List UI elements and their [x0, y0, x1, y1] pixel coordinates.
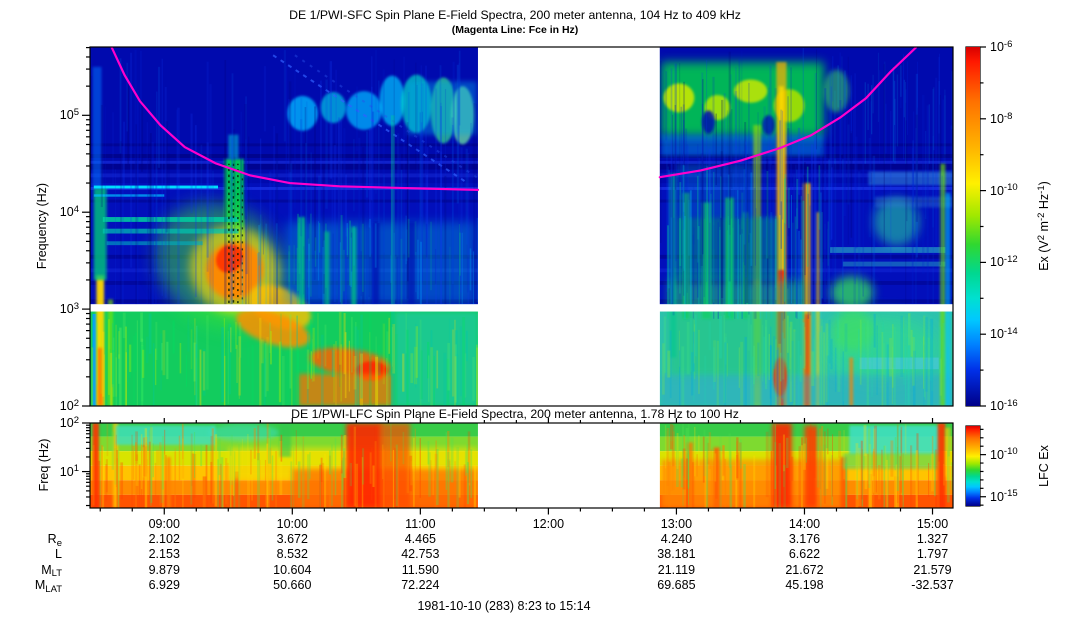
ephemeris-value: 42.753 [401, 546, 440, 561]
ephemeris-value: 6.929 [148, 577, 180, 592]
sfc-colorbar-tick-label: 10-10 [990, 182, 1018, 198]
sfc-colorbar-tick-label: 10-8 [990, 110, 1013, 126]
time-tick-label: 10:00 [276, 516, 308, 531]
lfc-ytick-label: 101 [59, 463, 79, 479]
ephemeris-value: 6.622 [788, 546, 821, 561]
ephemeris-value: 8.532 [276, 546, 308, 561]
lfc-colorbar [966, 426, 980, 506]
ephemeris-row-label: MLT [41, 562, 62, 580]
lfc-spectrogram [90, 423, 953, 508]
lfc-title: DE 1/PWI-LFC Spin Plane E-Field Spectra,… [291, 406, 739, 421]
ephemeris-value: 9.879 [148, 562, 180, 577]
sfc-ytick-label: 105 [59, 106, 79, 123]
sfc-frame [89, 46, 954, 407]
lfc-data-gap [477, 423, 660, 508]
lfc-ytick-label: 102 [59, 414, 79, 430]
sfc-ytick-label: 104 [59, 203, 79, 219]
ephemeris-value: 4.465 [404, 531, 436, 546]
ephemeris-value: 10.604 [273, 562, 312, 577]
lfc-yaxis-label: Freq (Hz) [36, 438, 51, 492]
ephemeris-value: 72.224 [401, 577, 440, 592]
lfc-colorbar-tick-label: 10-10 [990, 446, 1018, 462]
ephemeris-value: 11.590 [401, 562, 439, 577]
time-tick-label: 15:00 [916, 516, 949, 531]
lfc-colorbar-label: LFC Ex [1036, 445, 1051, 487]
ephemeris-value: 3.672 [276, 531, 308, 546]
sfc-ytick-label: 102 [59, 397, 79, 413]
ephemeris-value: 38.181 [657, 546, 696, 561]
sfc-data-gap [477, 47, 660, 406]
ephemeris-value: 2.153 [148, 546, 180, 561]
fce-line-left [110, 47, 480, 191]
ephemeris-value: 3.176 [788, 531, 821, 546]
ephemeris-row-label: MLAT [34, 577, 62, 595]
sfc-title: DE 1/PWI-SFC Spin Plane E-Field Spectra,… [289, 7, 741, 22]
ephemeris-value: 1.797 [916, 546, 949, 561]
ephemeris-value: 45.198 [785, 577, 824, 592]
ephemeris-value: 21.119 [657, 562, 696, 577]
ephemeris-value: 21.672 [785, 562, 824, 577]
ephemeris-value: 21.579 [913, 562, 952, 577]
ephemeris-value: 69.685 [657, 577, 696, 592]
time-tick-label: 13:00 [660, 516, 693, 531]
time-tick-label: 12:00 [532, 516, 565, 531]
time-tick-label: 09:00 [148, 516, 180, 531]
ephemeris-value: 50.660 [273, 577, 312, 592]
ephemeris-value: 1.327 [916, 531, 949, 546]
sfc-colorbar-tick-label: 10-6 [990, 38, 1013, 54]
ephemeris-value: 4.240 [660, 531, 693, 546]
sfc-spectrogram [90, 47, 953, 406]
sfc-colorbar-tick-label: 10-14 [990, 325, 1018, 341]
ephemeris-value: -32.537 [911, 577, 954, 592]
ephemeris-value: 2.102 [148, 531, 180, 546]
ephemeris-row-label: Re [47, 531, 62, 549]
sfc-yaxis-label: Frequency (Hz) [34, 182, 49, 270]
fce-line-right [658, 47, 917, 179]
sfc-colorbar [966, 47, 980, 406]
sfc-colorbar-tick-label: 10-12 [990, 253, 1018, 270]
time-tick-label: 11:00 [405, 516, 436, 531]
time-range-footer: 1981-10-10 (283) 8:23 to 15:14 [417, 598, 591, 613]
lfc-colorbar-tick-label: 10-15 [990, 488, 1018, 504]
time-tick-label: 14:00 [788, 516, 821, 531]
sfc-subtitle: (Magenta Line: Fce in Hz) [451, 23, 579, 36]
sfc-colorbar-label: Ex (V2 m-2 Hz-1) [1035, 181, 1051, 271]
ephemeris-row-label: L [55, 546, 62, 561]
sfc-ytick-label: 103 [59, 300, 79, 316]
lfc-frame [89, 422, 954, 509]
sfc-colorbar-tick-label: 10-16 [990, 397, 1018, 413]
